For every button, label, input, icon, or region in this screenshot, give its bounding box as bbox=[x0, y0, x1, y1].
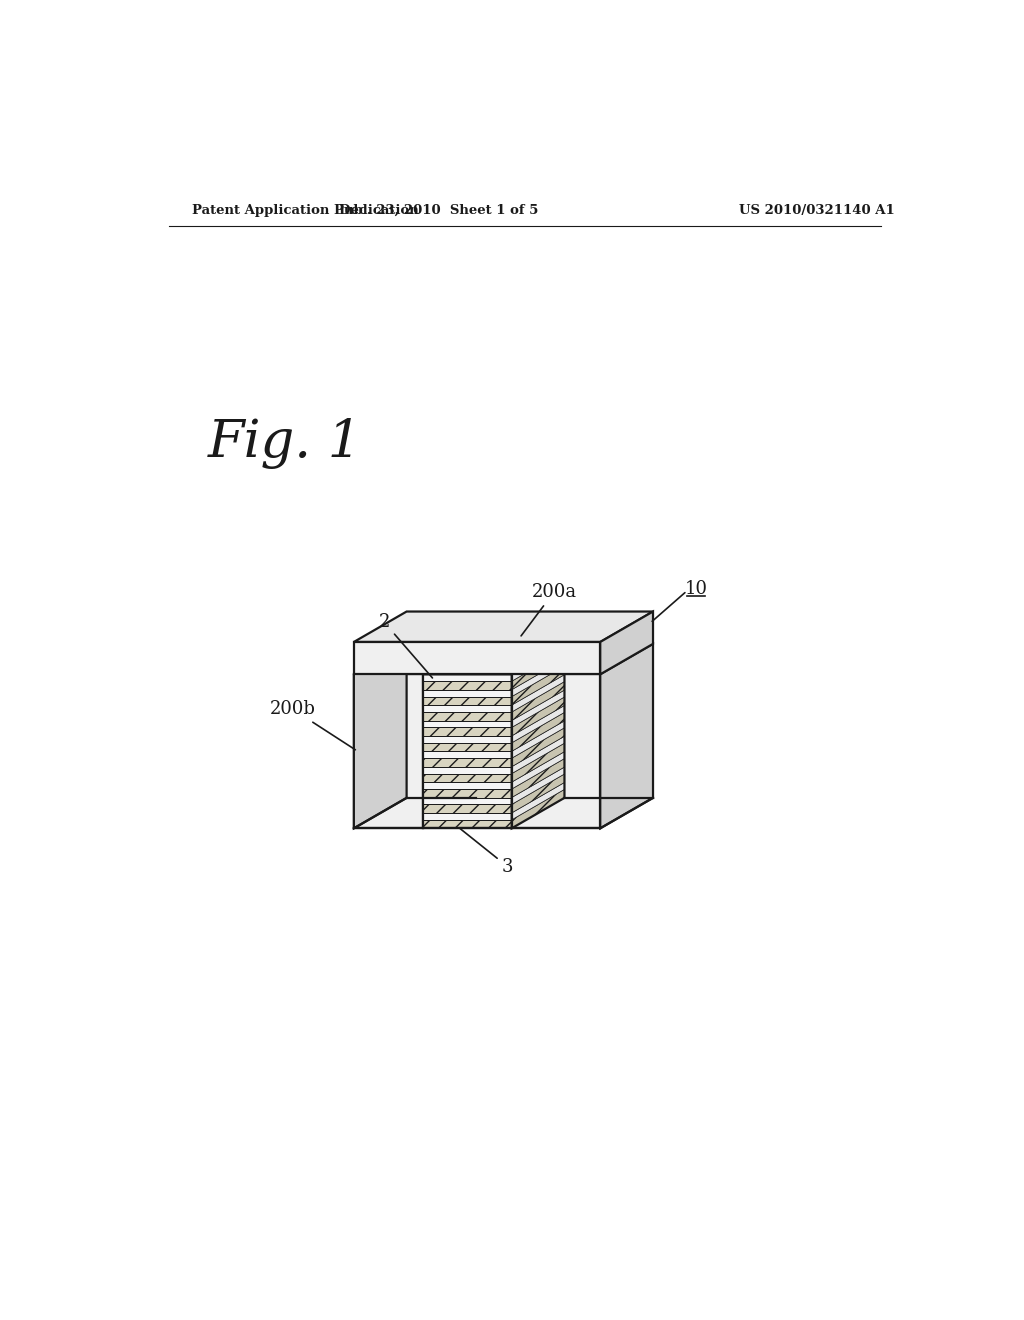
Polygon shape bbox=[354, 642, 600, 675]
Polygon shape bbox=[512, 644, 564, 681]
Polygon shape bbox=[354, 644, 476, 675]
Polygon shape bbox=[512, 697, 564, 737]
Polygon shape bbox=[423, 697, 512, 705]
Text: Patent Application Publication: Patent Application Publication bbox=[193, 205, 419, 218]
Polygon shape bbox=[423, 767, 512, 774]
Text: US 2010/0321140 A1: US 2010/0321140 A1 bbox=[739, 205, 895, 218]
Polygon shape bbox=[512, 721, 564, 758]
Polygon shape bbox=[512, 727, 564, 767]
Text: 10: 10 bbox=[685, 579, 708, 598]
Polygon shape bbox=[512, 659, 564, 697]
Polygon shape bbox=[423, 820, 512, 829]
Text: Fig. 1: Fig. 1 bbox=[208, 418, 361, 469]
Polygon shape bbox=[512, 767, 564, 804]
Text: 200b: 200b bbox=[269, 700, 355, 750]
Polygon shape bbox=[354, 611, 653, 642]
Polygon shape bbox=[423, 789, 512, 797]
Polygon shape bbox=[423, 751, 512, 758]
Polygon shape bbox=[512, 713, 564, 751]
Polygon shape bbox=[512, 774, 564, 813]
Text: 200a: 200a bbox=[521, 583, 577, 636]
Polygon shape bbox=[512, 789, 564, 829]
Polygon shape bbox=[423, 758, 512, 767]
Polygon shape bbox=[423, 727, 512, 737]
Polygon shape bbox=[423, 813, 512, 820]
Polygon shape bbox=[423, 797, 512, 804]
Polygon shape bbox=[423, 743, 512, 751]
Polygon shape bbox=[512, 675, 600, 829]
Polygon shape bbox=[423, 737, 512, 743]
Polygon shape bbox=[512, 705, 564, 743]
Polygon shape bbox=[476, 644, 564, 797]
Polygon shape bbox=[423, 721, 512, 727]
Polygon shape bbox=[600, 611, 653, 675]
Polygon shape bbox=[512, 690, 564, 727]
Polygon shape bbox=[512, 667, 564, 705]
Polygon shape bbox=[512, 751, 564, 789]
Polygon shape bbox=[423, 711, 512, 721]
Polygon shape bbox=[354, 644, 407, 829]
Polygon shape bbox=[512, 681, 564, 721]
Polygon shape bbox=[423, 675, 512, 681]
Polygon shape bbox=[423, 774, 512, 781]
Polygon shape bbox=[423, 681, 512, 689]
Text: Dec. 23, 2010  Sheet 1 of 5: Dec. 23, 2010 Sheet 1 of 5 bbox=[339, 205, 539, 218]
Polygon shape bbox=[423, 705, 512, 711]
Polygon shape bbox=[423, 781, 512, 789]
Polygon shape bbox=[600, 644, 653, 829]
Polygon shape bbox=[512, 644, 653, 675]
Polygon shape bbox=[512, 743, 564, 781]
Polygon shape bbox=[512, 759, 564, 797]
Polygon shape bbox=[423, 644, 564, 675]
Polygon shape bbox=[512, 783, 564, 820]
Polygon shape bbox=[512, 675, 564, 711]
Text: 2: 2 bbox=[379, 614, 432, 678]
Polygon shape bbox=[423, 689, 512, 697]
Text: 3: 3 bbox=[460, 829, 514, 875]
Polygon shape bbox=[423, 804, 512, 813]
Polygon shape bbox=[354, 675, 423, 829]
Polygon shape bbox=[512, 737, 564, 774]
Polygon shape bbox=[423, 644, 564, 675]
Polygon shape bbox=[512, 651, 564, 689]
